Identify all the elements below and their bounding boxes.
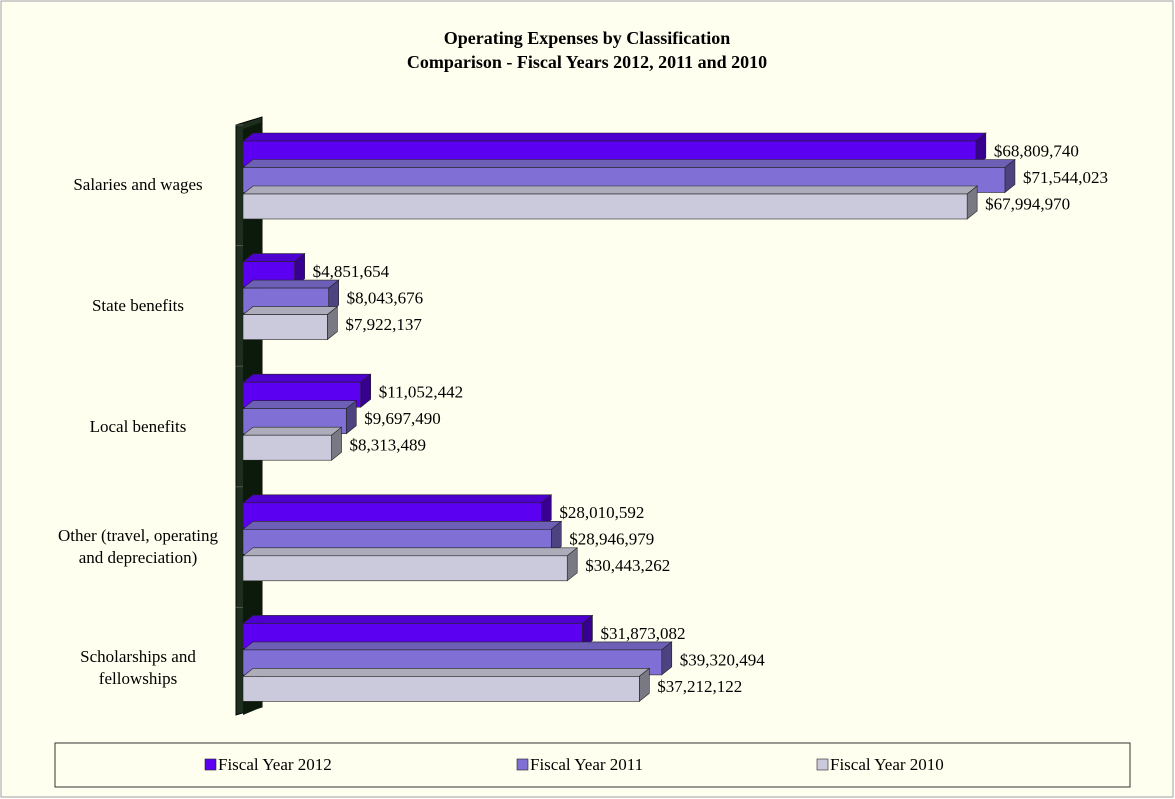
legend-swatch	[516, 758, 529, 771]
value-label: $31,873,082	[600, 624, 685, 643]
bar-top	[242, 494, 553, 504]
y-tick-label: Other (travel, operating and depreciatio…	[58, 526, 219, 568]
value-label: $68,809,740	[994, 141, 1079, 160]
bar	[242, 676, 640, 702]
bar	[242, 434, 332, 461]
value-label: $28,010,592	[559, 503, 644, 522]
bar-top	[242, 279, 340, 289]
bar	[242, 314, 328, 340]
bar-top	[242, 615, 594, 624]
value-label: $4,851,654	[313, 262, 390, 281]
bar	[242, 193, 968, 220]
bar-top	[242, 306, 339, 315]
bar-top	[242, 132, 987, 142]
bar-top	[242, 668, 651, 677]
value-label: $8,313,489	[350, 436, 427, 455]
value-label: $71,544,023	[1023, 168, 1108, 187]
value-label: $8,043,676	[347, 289, 424, 308]
bar	[242, 555, 568, 582]
legend-swatch	[816, 758, 829, 771]
y-tick-label: Scholarships and fellowships	[80, 646, 196, 688]
value-label: $39,320,494	[680, 650, 766, 669]
value-label: $28,946,979	[569, 530, 654, 549]
y-tick-label: Local benefits	[89, 416, 187, 436]
chart-subtitle: Comparison - Fiscal Years 2012, 2011 and…	[407, 52, 767, 72]
value-label: $11,052,442	[379, 383, 463, 402]
bar-top	[242, 185, 979, 195]
bar-top	[242, 426, 343, 436]
legend-label: Fiscal Year 2010	[830, 755, 944, 774]
value-label: $37,212,122	[657, 677, 742, 696]
y-tick-label: Salaries and wages	[73, 175, 203, 195]
bar-top	[242, 400, 358, 410]
legend-label: Fiscal Year 2012	[218, 755, 332, 774]
legend-label: Fiscal Year 2011	[530, 755, 643, 774]
bar-top	[242, 373, 372, 383]
bar-top	[242, 547, 579, 557]
y-tick-label: State benefits	[91, 295, 185, 315]
value-label: $7,922,137	[345, 315, 422, 334]
bar-top	[242, 641, 673, 651]
value-label: $30,443,262	[585, 556, 670, 575]
bar-top	[242, 253, 306, 262]
value-label: $67,994,970	[985, 194, 1070, 213]
value-label: $9,697,490	[364, 409, 441, 428]
legend-box	[54, 742, 1131, 788]
chart-title: Operating Expenses by Classification	[444, 28, 731, 48]
bar-top	[242, 159, 1016, 168]
bar-top	[242, 520, 563, 530]
legend-swatch	[204, 758, 217, 771]
